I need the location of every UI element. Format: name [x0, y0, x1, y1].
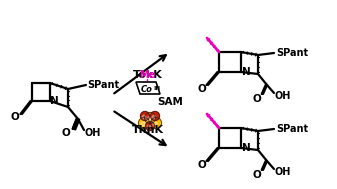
Text: O: O — [253, 170, 262, 180]
Text: O: O — [62, 128, 70, 138]
Circle shape — [146, 122, 154, 130]
Text: O: O — [253, 94, 262, 104]
Circle shape — [147, 117, 151, 121]
Text: SAM: SAM — [157, 97, 183, 107]
Text: Co: Co — [141, 84, 153, 94]
Text: N: N — [50, 96, 58, 106]
Circle shape — [142, 115, 146, 119]
Text: SPant: SPant — [87, 80, 119, 90]
Text: O: O — [11, 112, 19, 122]
Text: O: O — [197, 160, 206, 170]
Text: SPant: SPant — [276, 124, 308, 134]
Text: SPant: SPant — [276, 48, 308, 58]
Text: Me: Me — [139, 70, 155, 80]
Circle shape — [141, 112, 150, 121]
Text: N: N — [242, 143, 250, 153]
Circle shape — [153, 122, 157, 126]
Circle shape — [141, 122, 145, 126]
Text: III: III — [153, 86, 160, 91]
Circle shape — [151, 118, 161, 129]
Text: TokK: TokK — [133, 70, 163, 80]
Text: OH: OH — [85, 128, 101, 138]
Text: N: N — [242, 67, 250, 77]
Circle shape — [151, 112, 159, 121]
Text: O: O — [197, 84, 206, 94]
Text: OH: OH — [275, 167, 291, 177]
Circle shape — [139, 118, 150, 129]
Circle shape — [145, 112, 155, 123]
Text: OH: OH — [275, 91, 291, 101]
Circle shape — [147, 125, 151, 129]
Circle shape — [152, 115, 156, 119]
Text: ThnK: ThnK — [132, 125, 164, 135]
